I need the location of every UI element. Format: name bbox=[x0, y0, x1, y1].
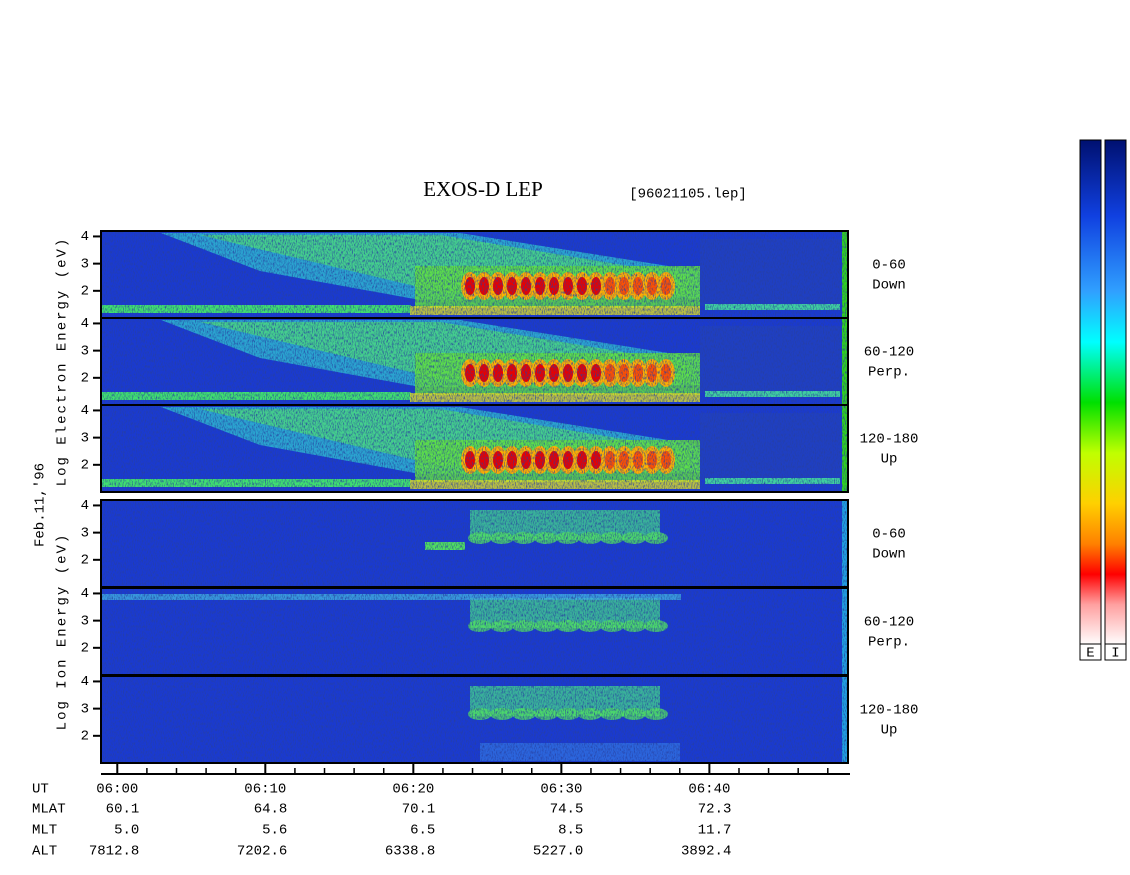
ephemeris-value: 72.3 bbox=[698, 802, 732, 818]
x-tick-label: 06:40 bbox=[688, 782, 730, 798]
spectrogram-noise bbox=[101, 676, 848, 763]
x-axis-label: UT bbox=[32, 782, 49, 798]
ephemeris-value: 60.1 bbox=[106, 802, 140, 818]
ephemeris-value: 7202.6 bbox=[237, 844, 287, 860]
panel-direction: Down bbox=[872, 278, 906, 294]
file-label: [96021105.lep] bbox=[629, 187, 747, 203]
ephemeris-name: ALT bbox=[32, 844, 57, 860]
y-tick-label: 3 bbox=[81, 343, 89, 359]
y-tick-label: 2 bbox=[81, 371, 89, 387]
y-tick-label: 2 bbox=[81, 729, 89, 745]
y-tick-label: 4 bbox=[81, 498, 89, 514]
color-bar bbox=[1079, 139, 1102, 646]
panel-direction: Perp. bbox=[868, 365, 910, 381]
ephemeris-value: 11.7 bbox=[698, 823, 732, 839]
panel-range: 120-180 bbox=[860, 432, 919, 448]
ephemeris-value: 3892.4 bbox=[681, 844, 731, 860]
ephemeris-value: 8.5 bbox=[558, 823, 583, 839]
x-tick-label: 06:20 bbox=[392, 782, 434, 798]
panel-direction: Perp. bbox=[868, 635, 910, 651]
ephemeris-name: MLT bbox=[32, 823, 57, 839]
date-label: Feb.11,'96 bbox=[33, 463, 49, 547]
y-tick-label: 4 bbox=[81, 403, 89, 419]
panel-frame bbox=[100, 404, 849, 493]
color-bar-label-box bbox=[1079, 643, 1102, 661]
y-tick-label: 3 bbox=[81, 613, 89, 629]
x-tick-label: 06:10 bbox=[244, 782, 286, 798]
color-bar-label-box bbox=[1104, 643, 1127, 661]
spectrogram-noise bbox=[101, 318, 848, 405]
panel-direction: Up bbox=[881, 452, 898, 468]
panel-range: 60-120 bbox=[864, 345, 914, 361]
chart-title: EXOS-D LEP bbox=[423, 177, 543, 201]
y-tick-label: 3 bbox=[81, 701, 89, 717]
y-axis-label: Log Ion Energy (eV) bbox=[55, 533, 71, 731]
spectrogram-noise bbox=[101, 500, 848, 587]
ephemeris-value: 70.1 bbox=[402, 802, 436, 818]
panel-frame bbox=[100, 675, 849, 764]
color-bar-label: E bbox=[1086, 646, 1094, 662]
ephemeris-value: 6.5 bbox=[410, 823, 435, 839]
panel-direction: Up bbox=[881, 723, 898, 739]
y-tick-label: 4 bbox=[81, 586, 89, 602]
ephemeris-value: 6338.8 bbox=[385, 844, 435, 860]
y-tick-label: 4 bbox=[81, 229, 89, 245]
y-tick-label: 2 bbox=[81, 641, 89, 657]
ephemeris-name: MLAT bbox=[32, 802, 66, 818]
y-tick-label: 4 bbox=[81, 316, 89, 332]
y-tick-label: 2 bbox=[81, 284, 89, 300]
y-tick-label: 3 bbox=[81, 256, 89, 272]
spectrogram-noise bbox=[101, 405, 848, 492]
spectrogram-noise bbox=[101, 231, 848, 318]
y-axis-label: Log Electron Energy (eV) bbox=[55, 237, 71, 487]
ephemeris-value: 7812.8 bbox=[89, 844, 139, 860]
color-bar-label: I bbox=[1111, 646, 1119, 662]
ephemeris-value: 5227.0 bbox=[533, 844, 583, 860]
ephemeris-value: 64.8 bbox=[254, 802, 288, 818]
y-tick-label: 3 bbox=[81, 525, 89, 541]
panel-range: 60-120 bbox=[864, 615, 914, 631]
y-tick-label: 2 bbox=[81, 553, 89, 569]
y-tick-label: 2 bbox=[81, 458, 89, 474]
panel-range: 0-60 bbox=[872, 258, 906, 274]
ephemeris-value: 5.0 bbox=[114, 823, 139, 839]
x-tick-label: 06:30 bbox=[540, 782, 582, 798]
ephemeris-value: 5.6 bbox=[262, 823, 287, 839]
panel-direction: Down bbox=[872, 547, 906, 563]
y-tick-label: 4 bbox=[81, 674, 89, 690]
panel-range: 0-60 bbox=[872, 527, 906, 543]
panel-range: 120-180 bbox=[860, 703, 919, 719]
x-tick-label: 06:00 bbox=[96, 782, 138, 798]
color-bar bbox=[1104, 139, 1127, 646]
y-tick-label: 3 bbox=[81, 430, 89, 446]
spectrogram-noise bbox=[101, 588, 848, 675]
ephemeris-value: 74.5 bbox=[550, 802, 584, 818]
